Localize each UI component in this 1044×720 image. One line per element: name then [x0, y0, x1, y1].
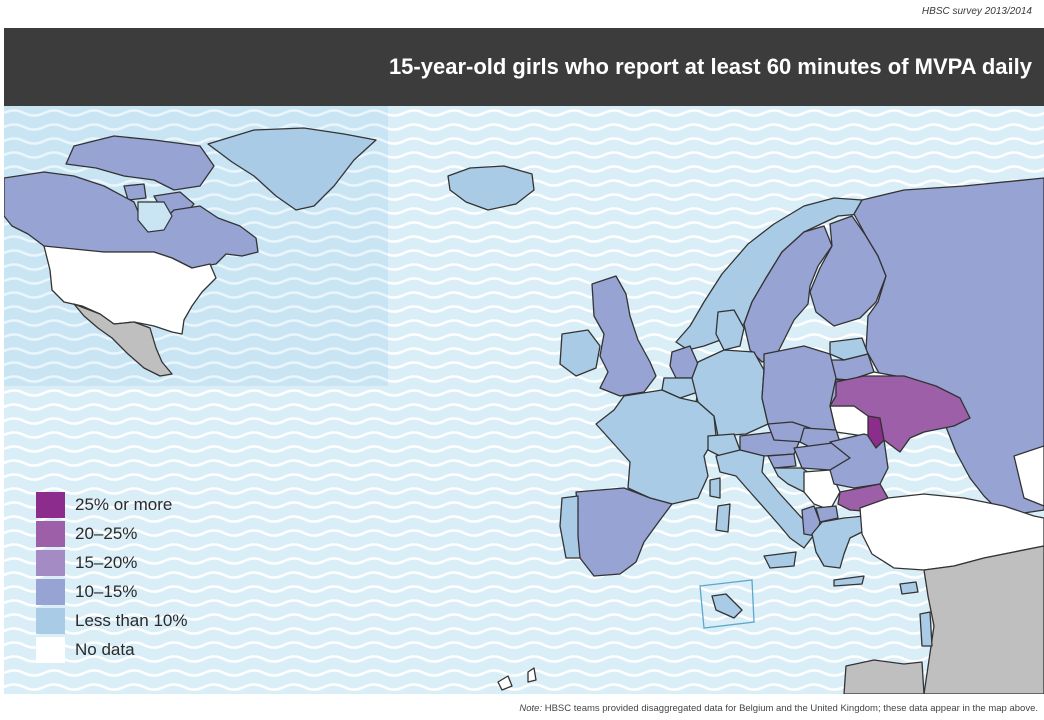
legend-label: 15–20% — [75, 552, 138, 572]
legend-item: 20–25% — [36, 519, 187, 548]
region-iceland — [447, 165, 535, 211]
legend-swatch — [36, 549, 65, 576]
legend-item: 10–15% — [36, 577, 187, 606]
footnote-text: HBSC teams provided disaggregated data f… — [544, 703, 1038, 714]
legend-item: 25% or more — [36, 490, 187, 519]
region-united-states — [43, 245, 217, 335]
region-middle-east — [923, 545, 1044, 694]
region-italy — [715, 449, 817, 549]
region-belgium — [661, 377, 699, 399]
choropleth-map — [4, 106, 1044, 694]
region-portugal — [559, 495, 581, 559]
region-mexico — [73, 303, 173, 377]
legend-swatch — [36, 636, 65, 663]
survey-label: HBSC survey 2013/2014 — [921, 6, 1032, 17]
title-bar: 15-year-old girls who report at least 60… — [4, 28, 1044, 106]
region-ireland — [559, 329, 601, 377]
region-ukraine — [829, 375, 971, 453]
region-poland — [761, 345, 837, 437]
legend-label: Less than 10% — [75, 610, 188, 630]
region-denmark — [715, 309, 745, 351]
region-greece — [811, 515, 867, 569]
legend-swatch — [36, 607, 65, 634]
legend-swatch — [36, 520, 65, 547]
region-greenland — [207, 127, 377, 211]
malta-inset-frame — [699, 579, 755, 629]
region-united-kingdom — [591, 275, 657, 397]
region-israel — [919, 611, 933, 647]
legend-item: Less than 10% — [36, 606, 187, 635]
map-legend: 25% or more 20–25% 15–20% 10–15% Less th… — [36, 490, 187, 664]
region-germany — [691, 349, 769, 437]
legend-swatch — [36, 491, 65, 518]
region-cyprus — [899, 581, 919, 595]
region-slovenia — [767, 453, 797, 469]
map-title: 15-year-old girls who report at least 60… — [388, 54, 1032, 79]
legend-swatch — [36, 578, 65, 605]
region-north-africa — [843, 659, 925, 694]
footnote: Note: HBSC teams provided disaggregated … — [519, 703, 1038, 714]
legend-label: 20–25% — [75, 523, 138, 543]
legend-item: No data — [36, 635, 187, 664]
region-france — [595, 389, 717, 505]
region-malta — [711, 593, 743, 619]
legend-label: 25% or more — [75, 494, 173, 514]
region-arctic-islands — [65, 135, 215, 191]
legend-item: 15–20% — [36, 548, 187, 577]
footnote-label: Note: — [519, 703, 543, 714]
legend-label: No data — [75, 639, 135, 659]
region-hudson-bay — [137, 201, 173, 233]
legend-label: 10–15% — [75, 581, 138, 601]
